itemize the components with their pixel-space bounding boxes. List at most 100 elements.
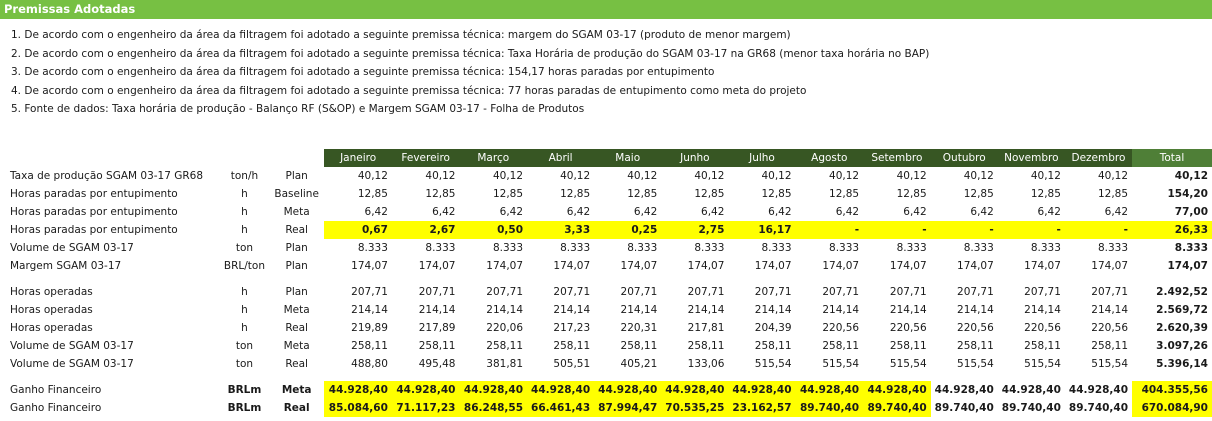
spacer-row <box>6 275 1212 283</box>
premise-item: 1. De acordo com o engenheiro da área da… <box>11 29 791 41</box>
total-cell: 670.084,90 <box>1132 399 1212 417</box>
spacer-row <box>6 373 1212 381</box>
total-cell: 3.097,26 <box>1156 340 1208 352</box>
value-cell: 8.333 <box>896 242 927 254</box>
premise-item: 4. De acordo com o engenheiro da área da… <box>11 84 807 97</box>
value-cell: 6,42 <box>633 206 658 218</box>
total-cell: 2.569,72 <box>1156 304 1208 316</box>
value-cell: 220,56 <box>957 322 994 334</box>
value-cell: 220,56 <box>1091 322 1129 334</box>
value-cell: 207,71 <box>620 286 658 298</box>
value-cell: 207,71 <box>418 286 456 298</box>
value-cell: 2,75 <box>661 221 729 239</box>
value-cell: 6,42 <box>768 206 792 218</box>
row-kind: Plan <box>285 286 308 298</box>
row-unit: BRLm <box>227 384 262 396</box>
value-cell: 217,23 <box>553 322 591 334</box>
total-cell: 2.620,39 <box>1156 322 1208 334</box>
month-header: Dezembro <box>1064 149 1133 167</box>
total-cell: 404.355,56 <box>1132 381 1212 399</box>
value-cell: 214,14 <box>889 304 927 316</box>
value-cell: 174,07 <box>486 260 524 272</box>
value-cell: 6,42 <box>701 206 725 218</box>
value-cell: 207,71 <box>1091 286 1129 298</box>
value-cell: 40,12 <box>425 170 456 182</box>
row-kind: Meta <box>283 206 310 218</box>
header-blank <box>6 149 220 167</box>
table-row: Volume de SGAM 03-17 ton Real 488,80 495,48 3… <box>6 355 1212 373</box>
value-cell: 0,67 <box>324 221 392 239</box>
row-label: Horas paradas por entupimento <box>10 206 178 218</box>
table-row: Margem SGAM 03-17 BRL/ton Plan 174,07 174,07… <box>6 257 1212 275</box>
value-cell: 207,71 <box>687 286 725 298</box>
row-unit: BRL/ton <box>223 260 265 272</box>
table-row: Ganho Financeiro BRLm Meta 44.928,40 44.928,… <box>6 381 1212 399</box>
value-cell: 8.333 <box>829 242 860 254</box>
value-cell: 174,07 <box>418 260 456 272</box>
value-cell: 258,11 <box>754 340 792 352</box>
value-cell: 44.928,40 <box>661 381 729 399</box>
total-cell: 5.396,14 <box>1156 358 1208 370</box>
value-cell: 258,11 <box>822 340 860 352</box>
value-cell: 174,07 <box>351 260 388 272</box>
value-cell: 220,56 <box>822 322 860 334</box>
value-cell: 40,12 <box>492 170 524 182</box>
header-blank <box>269 149 324 167</box>
table-row: Horas operadas h Plan 207,71 207,71 207,71 207… <box>6 283 1212 301</box>
value-cell: 70.535,25 <box>661 399 729 417</box>
value-cell: 8.333 <box>425 242 456 254</box>
row-kind: Baseline <box>274 188 319 200</box>
value-cell: 44.928,40 <box>934 384 994 396</box>
value-cell: 258,11 <box>486 340 524 352</box>
value-cell: 44.928,40 <box>459 381 528 399</box>
month-header: Abril <box>527 149 595 167</box>
row-kind: Meta <box>283 304 310 316</box>
row-label: Horas paradas por entupimento <box>10 188 178 200</box>
month-header: Junho <box>661 149 729 167</box>
value-cell: 8.333 <box>560 242 591 254</box>
value-cell: 8.333 <box>627 242 658 254</box>
value-cell: 44.928,40 <box>1001 384 1061 396</box>
value-cell: 214,14 <box>620 304 658 316</box>
value-cell: 40,12 <box>761 170 792 182</box>
value-cell: 44.928,40 <box>863 381 931 399</box>
value-cell: 44.928,40 <box>728 381 796 399</box>
value-cell: 258,11 <box>957 340 994 352</box>
row-kind: Real <box>285 224 308 236</box>
value-cell: 87.994,47 <box>594 399 662 417</box>
value-cell: 44.928,40 <box>795 381 864 399</box>
value-cell: 258,11 <box>418 340 456 352</box>
value-cell: 207,71 <box>889 286 927 298</box>
value-cell: 174,07 <box>620 260 658 272</box>
value-cell: 40,12 <box>1030 170 1061 182</box>
value-cell: 8.333 <box>694 242 725 254</box>
value-cell: - <box>795 221 864 239</box>
banner-title: Premissas Adotadas <box>4 2 136 16</box>
month-header: Março <box>459 149 528 167</box>
value-cell: - <box>1064 221 1133 239</box>
value-cell: - <box>863 221 931 239</box>
row-unit: ton <box>235 358 254 370</box>
row-label: Volume de SGAM 03-17 <box>10 340 134 352</box>
value-cell: 220,56 <box>889 322 927 334</box>
value-cell: 6,42 <box>903 206 927 218</box>
value-cell: 207,71 <box>754 286 792 298</box>
value-cell: 207,71 <box>822 286 860 298</box>
table-row: Taxa de produção SGAM 03-17 GR68 ton/h Pla… <box>6 167 1212 185</box>
total-cell: 8.333 <box>1174 242 1208 254</box>
value-cell: 204,39 <box>754 322 792 334</box>
value-cell: 16,17 <box>728 221 796 239</box>
row-kind: Real <box>285 358 308 370</box>
row-kind: Real <box>285 322 308 334</box>
value-cell: 174,07 <box>754 260 792 272</box>
table-row: Horas paradas por entupimento h Meta 6,42 6,… <box>6 203 1212 221</box>
table-row: Horas operadas h Real 219,89 217,89 220,06 217… <box>6 319 1212 337</box>
row-label: Margem SGAM 03-17 <box>10 260 122 272</box>
value-cell: 174,07 <box>1024 260 1061 272</box>
header-blank <box>220 149 269 167</box>
row-label: Horas operadas <box>10 286 93 298</box>
row-label: Horas operadas <box>10 322 93 334</box>
value-cell: 12,85 <box>896 188 927 200</box>
value-cell: 220,56 <box>1024 322 1061 334</box>
value-cell: 89.740,40 <box>934 402 994 414</box>
